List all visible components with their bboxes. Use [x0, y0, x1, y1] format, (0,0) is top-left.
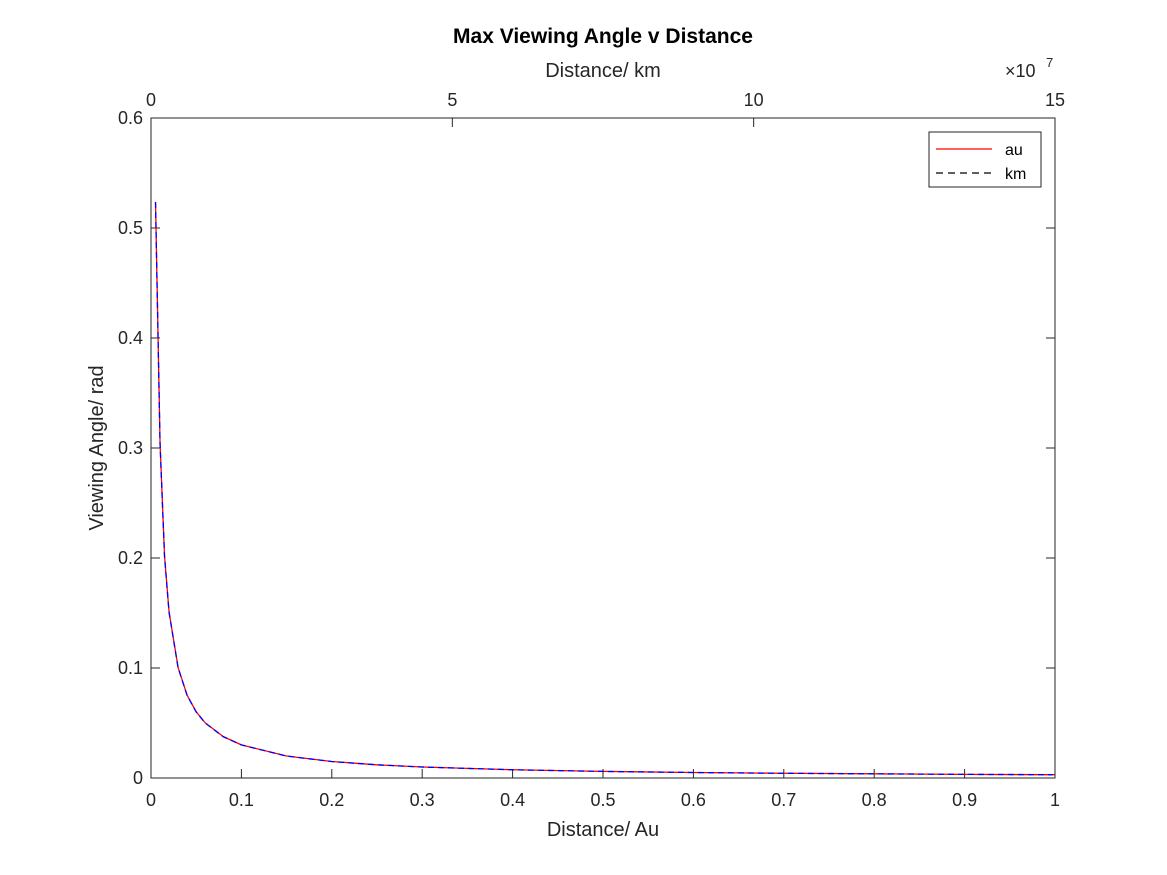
legend-box [928, 131, 1042, 188]
y-tick-label: 0.4 [118, 328, 143, 348]
x2-tick-label: 0 [146, 90, 156, 110]
y-tick-label: 0.6 [118, 108, 143, 128]
y-tick-label: 0 [133, 768, 143, 788]
x-tick-label: 0.2 [319, 790, 344, 810]
x-tick-label: 0.9 [952, 790, 977, 810]
plot-lines [154, 202, 1056, 776]
y-tick-label: 0.1 [118, 658, 143, 678]
y-tick-label: 0.3 [118, 438, 143, 458]
x2-axis-label: Distance/ km [545, 60, 661, 82]
x-tick-label: 0.1 [229, 790, 254, 810]
plot-area-border [150, 117, 1056, 779]
x-tick-label: 1 [1050, 790, 1060, 810]
x-tick-label: 0.6 [681, 790, 706, 810]
x-axis-label: Distance/ Au [547, 819, 659, 841]
x2-exponent-power: 7 [1046, 55, 1053, 70]
legend-label-au: au [1005, 142, 1023, 159]
x-tick-label: 0.5 [590, 790, 615, 810]
y-tick-label: 0.2 [118, 548, 143, 568]
series-line-km [154, 202, 1053, 776]
axes-ticks: 0 0.1 0.2 0.3 0.4 0.5 0.6 0.7 0.8 0.9 10 5 10 1500.10… [118, 90, 1065, 810]
x2-tick-label: 15 [1045, 90, 1065, 110]
x2-exponent-label: ×10 7 [1005, 55, 1053, 81]
x-tick-label: 0.3 [410, 790, 435, 810]
x-tick-label: 0.7 [771, 790, 796, 810]
chart-title: Max Viewing Angle v Distance [453, 25, 753, 48]
x-tick-label: 0.4 [500, 790, 525, 810]
legend: au km [928, 131, 1042, 188]
x2-tick-label: 10 [744, 90, 764, 110]
x-tick-label: 0 [146, 790, 156, 810]
x2-exponent-base: ×10 [1005, 61, 1036, 81]
x2-tick-label: 5 [447, 90, 457, 110]
x-tick-label: 0.8 [862, 790, 887, 810]
y-tick-label: 0.5 [118, 218, 143, 238]
y-axis-label: Viewing Angle/ rad [86, 365, 108, 530]
legend-label-km: km [1005, 166, 1026, 183]
